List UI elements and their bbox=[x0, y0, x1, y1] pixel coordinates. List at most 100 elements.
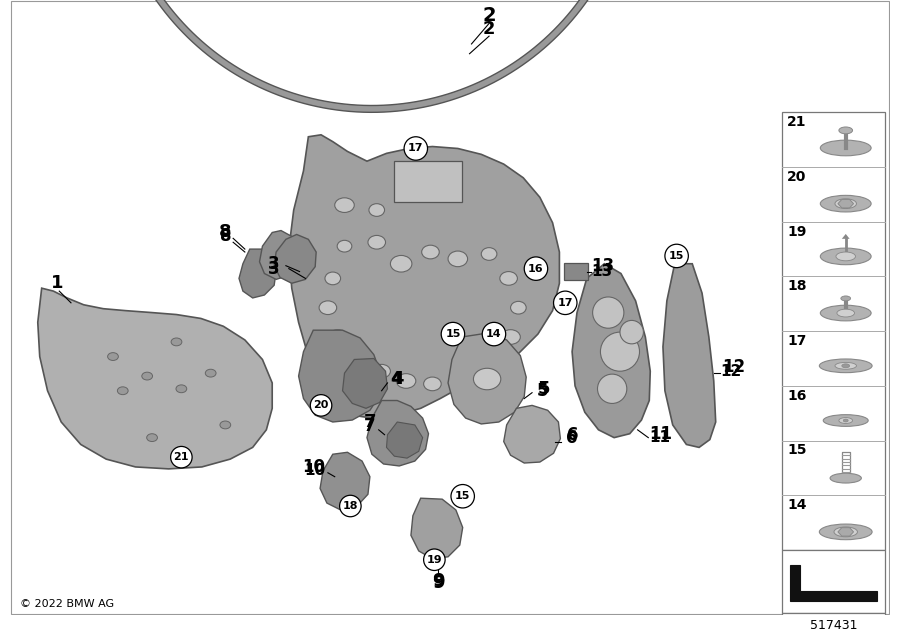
Ellipse shape bbox=[836, 252, 856, 261]
Text: 8: 8 bbox=[220, 227, 231, 246]
Ellipse shape bbox=[839, 418, 852, 423]
Ellipse shape bbox=[843, 419, 848, 422]
Ellipse shape bbox=[842, 364, 850, 368]
Text: 12: 12 bbox=[721, 364, 742, 379]
Ellipse shape bbox=[473, 369, 500, 390]
Text: 5: 5 bbox=[537, 382, 549, 400]
Text: 4: 4 bbox=[391, 370, 402, 388]
Ellipse shape bbox=[424, 377, 441, 391]
Ellipse shape bbox=[142, 372, 152, 380]
Ellipse shape bbox=[450, 369, 470, 384]
Text: 517431: 517431 bbox=[810, 619, 857, 630]
Text: 3: 3 bbox=[268, 260, 280, 278]
Polygon shape bbox=[448, 333, 526, 424]
Text: 17: 17 bbox=[787, 334, 806, 348]
Text: 14: 14 bbox=[486, 329, 502, 339]
Circle shape bbox=[339, 495, 361, 517]
Circle shape bbox=[310, 394, 332, 416]
Ellipse shape bbox=[338, 240, 352, 252]
Text: 21: 21 bbox=[787, 115, 806, 129]
Text: 11: 11 bbox=[650, 430, 670, 445]
Polygon shape bbox=[274, 234, 316, 284]
Polygon shape bbox=[663, 264, 716, 447]
Ellipse shape bbox=[220, 421, 230, 429]
Text: 7: 7 bbox=[364, 417, 375, 435]
Text: 10: 10 bbox=[304, 463, 326, 478]
Ellipse shape bbox=[346, 348, 368, 365]
Ellipse shape bbox=[320, 301, 337, 314]
Circle shape bbox=[171, 447, 192, 468]
Ellipse shape bbox=[325, 272, 340, 285]
Text: 16: 16 bbox=[528, 263, 544, 273]
FancyBboxPatch shape bbox=[782, 550, 885, 614]
Text: 9: 9 bbox=[432, 574, 445, 592]
FancyBboxPatch shape bbox=[394, 161, 462, 202]
Polygon shape bbox=[411, 498, 463, 559]
Circle shape bbox=[451, 484, 474, 508]
Ellipse shape bbox=[841, 296, 850, 301]
Polygon shape bbox=[842, 234, 850, 239]
FancyBboxPatch shape bbox=[12, 1, 888, 614]
Ellipse shape bbox=[819, 359, 872, 373]
Ellipse shape bbox=[422, 245, 439, 259]
Circle shape bbox=[482, 323, 506, 346]
Ellipse shape bbox=[824, 415, 868, 427]
Text: 8: 8 bbox=[219, 224, 231, 241]
Ellipse shape bbox=[820, 195, 871, 212]
Ellipse shape bbox=[835, 362, 857, 369]
Circle shape bbox=[424, 549, 446, 571]
Circle shape bbox=[600, 332, 640, 371]
Polygon shape bbox=[504, 405, 561, 463]
Text: 17: 17 bbox=[408, 144, 424, 154]
Text: 4: 4 bbox=[391, 370, 403, 388]
Ellipse shape bbox=[448, 251, 468, 266]
Text: 18: 18 bbox=[787, 279, 806, 293]
Polygon shape bbox=[838, 528, 853, 536]
Text: 2: 2 bbox=[482, 6, 496, 25]
Ellipse shape bbox=[481, 355, 498, 369]
Polygon shape bbox=[838, 200, 853, 208]
Text: 16: 16 bbox=[787, 389, 806, 403]
Ellipse shape bbox=[820, 248, 871, 265]
Polygon shape bbox=[386, 422, 423, 458]
Ellipse shape bbox=[328, 329, 347, 345]
Ellipse shape bbox=[837, 309, 854, 317]
Ellipse shape bbox=[819, 524, 872, 540]
Polygon shape bbox=[299, 330, 382, 422]
FancyBboxPatch shape bbox=[782, 614, 885, 630]
Text: 9: 9 bbox=[432, 572, 445, 590]
Text: 6: 6 bbox=[567, 426, 579, 444]
Ellipse shape bbox=[176, 385, 186, 392]
Ellipse shape bbox=[834, 527, 858, 537]
Ellipse shape bbox=[147, 433, 158, 442]
Polygon shape bbox=[38, 288, 272, 469]
Text: 15: 15 bbox=[455, 491, 471, 501]
FancyBboxPatch shape bbox=[782, 112, 885, 550]
Circle shape bbox=[554, 291, 577, 314]
Ellipse shape bbox=[500, 272, 518, 285]
Circle shape bbox=[665, 244, 688, 268]
Text: © 2022 BMW AG: © 2022 BMW AG bbox=[20, 598, 114, 609]
Ellipse shape bbox=[835, 199, 857, 209]
Ellipse shape bbox=[500, 329, 520, 345]
Ellipse shape bbox=[373, 364, 391, 378]
Text: 15: 15 bbox=[446, 329, 461, 339]
Circle shape bbox=[620, 321, 643, 344]
Text: 21: 21 bbox=[174, 452, 189, 462]
Text: 7: 7 bbox=[364, 413, 376, 431]
Ellipse shape bbox=[830, 473, 861, 483]
Text: 13: 13 bbox=[590, 264, 612, 279]
Ellipse shape bbox=[368, 236, 385, 249]
Text: 19: 19 bbox=[787, 224, 806, 239]
Text: 6: 6 bbox=[566, 428, 578, 447]
Text: 14: 14 bbox=[787, 498, 806, 512]
Ellipse shape bbox=[820, 140, 871, 156]
FancyBboxPatch shape bbox=[564, 263, 588, 280]
Text: 13: 13 bbox=[590, 256, 614, 275]
Text: 19: 19 bbox=[427, 555, 442, 564]
Text: 12: 12 bbox=[722, 358, 745, 376]
Text: 1: 1 bbox=[51, 274, 64, 292]
Polygon shape bbox=[320, 452, 370, 510]
Polygon shape bbox=[790, 564, 877, 601]
Text: 17: 17 bbox=[557, 298, 573, 308]
